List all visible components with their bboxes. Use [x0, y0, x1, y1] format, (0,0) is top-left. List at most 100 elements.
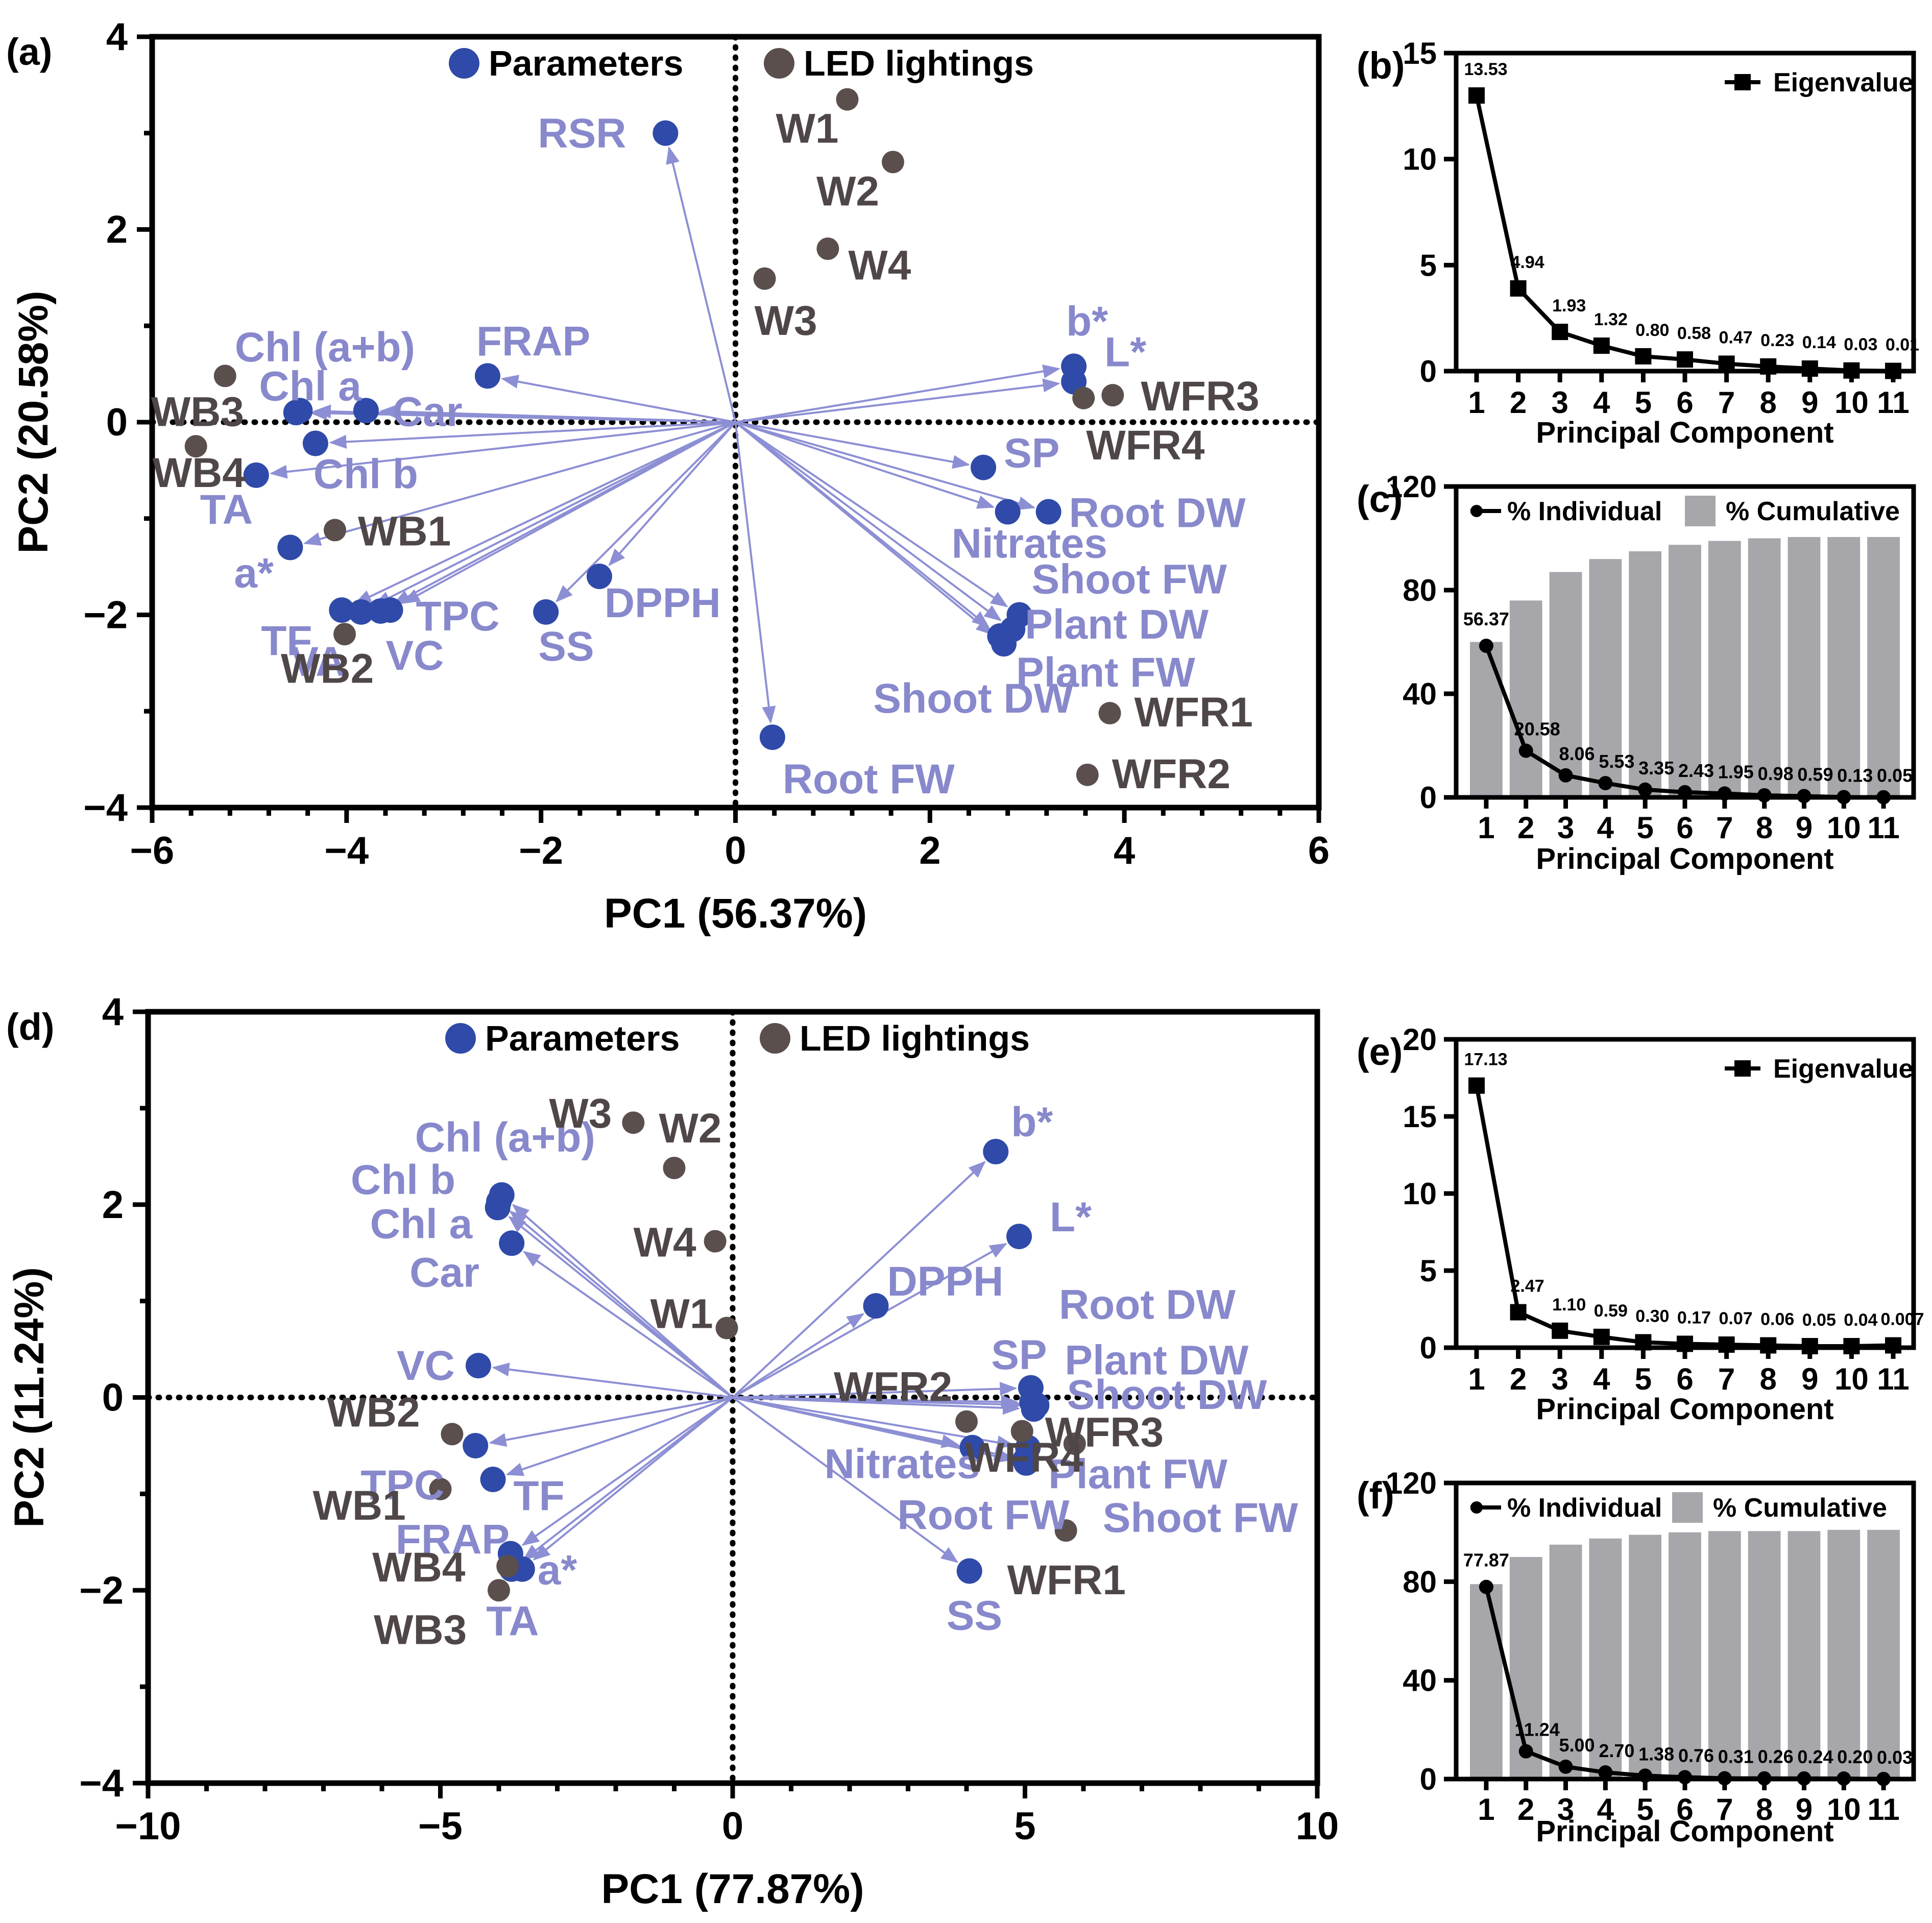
loading-arrow-car — [522, 1251, 734, 1399]
parameter-label: RSR — [538, 110, 626, 157]
cumulative-bar — [1867, 537, 1900, 797]
x-tick-label: 9 — [1796, 811, 1813, 845]
parameter-label: SP — [991, 1332, 1047, 1378]
loading-arrow-ss — [732, 1396, 959, 1563]
loading-arrow-root-dw — [732, 1381, 1018, 1399]
led-point — [1076, 763, 1099, 786]
eigenvalue-data-label: 0.05 — [1802, 1310, 1836, 1330]
individual-marker — [1479, 639, 1493, 653]
parameter-point — [1021, 1396, 1047, 1422]
cumulative-bar — [1509, 600, 1542, 797]
led-point — [1072, 386, 1095, 409]
y-tick-label: 80 — [1403, 1565, 1437, 1599]
x-tick-label: 8 — [1756, 1792, 1773, 1827]
parameter-label: a* — [538, 1547, 577, 1594]
x-tick-label: −2 — [519, 829, 563, 872]
x-tick-label: 4 — [1593, 1362, 1610, 1396]
y-tick-label: 120 — [1386, 470, 1437, 504]
x-tick-label: 8 — [1756, 811, 1773, 845]
eigenvalue-marker — [1635, 1334, 1652, 1351]
legend-cumulative-label: % Cumulative — [1726, 497, 1900, 526]
loading-arrow-rsr — [666, 146, 737, 423]
led-point — [323, 519, 346, 542]
y-tick-label: −4 — [83, 786, 128, 830]
individual-data-label: 11.24 — [1515, 1719, 1560, 1740]
led-label: WFR2 — [834, 1364, 952, 1410]
y-tick-label: 0 — [106, 401, 128, 444]
y-tick-label: 120 — [1386, 1466, 1437, 1500]
loading-arrow-ss — [555, 421, 736, 603]
eigenvalue-marker — [1468, 87, 1485, 104]
led-point — [1098, 702, 1121, 725]
cumulative-bar — [1669, 545, 1701, 797]
parameter-point — [353, 398, 379, 424]
eigenvalue-line — [1475, 1085, 1894, 1348]
eigenvalue-marker — [1760, 1337, 1777, 1354]
y-tick-label: 5 — [1420, 248, 1437, 282]
led-label: WB3 — [374, 1606, 467, 1653]
individual-data-label: 8.06 — [1559, 743, 1595, 764]
eigenvalue-marker — [1677, 1335, 1693, 1352]
loading-arrow-a- — [303, 421, 736, 546]
led-label: WFR1 — [1134, 689, 1253, 736]
x-tick-label: 9 — [1801, 385, 1818, 420]
eigenvalue-marker — [1593, 1328, 1610, 1345]
y-tick-label: −4 — [79, 1762, 124, 1805]
x-tick-label: 3 — [1557, 811, 1574, 845]
parameter-point — [995, 499, 1021, 525]
loading-arrow-tf — [354, 421, 736, 604]
loading-arrow-va — [373, 421, 736, 606]
parameter-label: Chl (a+b) — [415, 1114, 595, 1161]
loading-arrow-shoot-dw — [732, 1396, 1021, 1415]
parameter-point — [348, 599, 374, 625]
parameter-point — [480, 1467, 506, 1493]
parameter-label: Shoot DW — [873, 675, 1073, 722]
loading-arrow-dpph — [608, 421, 736, 567]
parameter-label: Root DW — [1059, 1282, 1236, 1328]
parameter-point — [474, 363, 500, 389]
x-axis-title: PC1 (77.87%) — [601, 1866, 864, 1912]
y-tick-label: 15 — [1403, 1100, 1437, 1134]
legend-led-marker — [764, 48, 794, 79]
individual-marker — [1757, 1771, 1772, 1786]
led-label: WFR4 — [1086, 422, 1205, 469]
x-tick-label: 1 — [1478, 1792, 1494, 1827]
parameter-label: Root FW — [783, 756, 955, 802]
individual-marker — [1797, 789, 1812, 804]
legend-cumulative-marker — [1685, 496, 1716, 526]
x-tick-label: 1 — [1478, 811, 1494, 845]
individual-data-label: 0.13 — [1837, 765, 1873, 786]
parameter-label: Car — [393, 388, 463, 435]
loading-arrow-shoot-dw — [735, 421, 989, 628]
x-tick-label: 10 — [1827, 811, 1861, 845]
legend-individual-marker — [1470, 505, 1483, 517]
parameter-label: Shoot FW — [1032, 556, 1227, 603]
individual-data-label: 0.31 — [1718, 1746, 1754, 1767]
legend-individual-label: % Individual — [1507, 1493, 1662, 1523]
parameter-label: FRAP — [476, 318, 590, 364]
led-label: W2 — [659, 1105, 722, 1152]
legend-label: Eigenvalue — [1773, 1054, 1914, 1084]
eigenvalue-marker — [1885, 1337, 1901, 1354]
x-tick-label: −4 — [325, 829, 369, 872]
parameter-label: FRAP — [396, 1516, 510, 1563]
y-tick-label: 0 — [1420, 354, 1437, 388]
x-tick-label: 4 — [1593, 385, 1610, 420]
eigenvalue-data-label: 1.93 — [1552, 296, 1586, 315]
panel-label: (b) — [1357, 44, 1405, 87]
eigenvalue-data-label: 0.30 — [1635, 1306, 1669, 1326]
y-axis-title: PC2 (11.24%) — [6, 1267, 53, 1528]
parameter-label: SS — [947, 1592, 1002, 1639]
individual-marker — [1717, 786, 1732, 801]
led-point — [622, 1111, 645, 1134]
individual-marker — [1479, 1579, 1493, 1594]
led-label: WB1 — [313, 1482, 406, 1529]
x-tick-label: 7 — [1718, 1362, 1735, 1396]
individual-data-label: 1.95 — [1718, 761, 1754, 782]
eigenvalue-data-label: 0.58 — [1677, 324, 1711, 343]
individual-marker — [1837, 1771, 1851, 1786]
individual-data-label: 56.37 — [1463, 608, 1509, 629]
x-tick-label: −10 — [115, 1805, 181, 1848]
individual-data-label: 1.38 — [1638, 1743, 1674, 1764]
